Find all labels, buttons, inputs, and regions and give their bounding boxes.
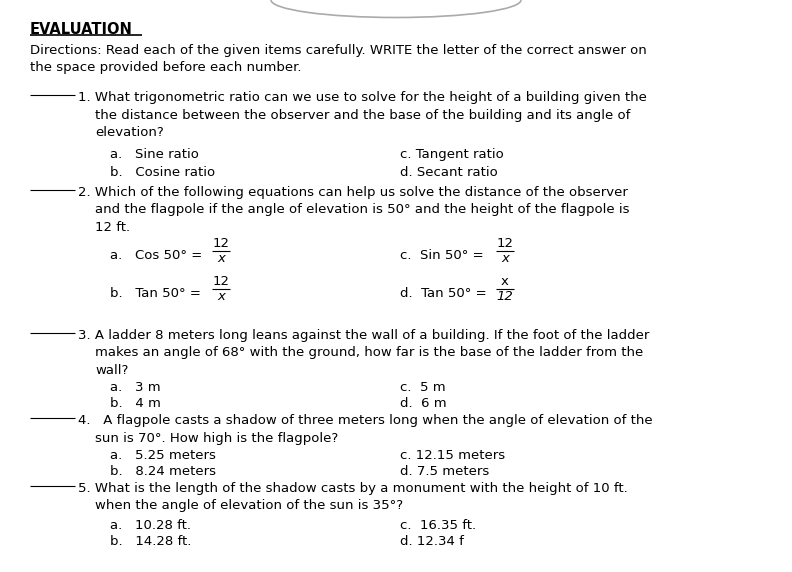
Text: 12 ft.: 12 ft. <box>95 221 130 234</box>
Text: a.   Sine ratio: a. Sine ratio <box>110 149 199 161</box>
Text: x: x <box>501 275 509 288</box>
Text: c. Tangent ratio: c. Tangent ratio <box>400 149 504 161</box>
Text: 12: 12 <box>497 237 513 250</box>
Text: b.   Tan 50° =: b. Tan 50° = <box>110 287 201 300</box>
Text: when the angle of elevation of the sun is 35°?: when the angle of elevation of the sun i… <box>95 499 403 513</box>
Text: d. 12.34 f: d. 12.34 f <box>400 535 464 549</box>
Text: 12: 12 <box>212 275 230 288</box>
Text: 12: 12 <box>212 237 230 250</box>
Text: d.  6 m: d. 6 m <box>400 398 447 411</box>
Text: 12: 12 <box>497 290 513 303</box>
Text: a.   3 m: a. 3 m <box>110 382 161 395</box>
Text: x: x <box>501 252 509 265</box>
Text: a.   Cos 50° =: a. Cos 50° = <box>110 249 202 262</box>
Text: the distance between the observer and the base of the building and its angle of: the distance between the observer and th… <box>95 109 630 122</box>
Text: c. 12.15 meters: c. 12.15 meters <box>400 450 505 463</box>
Text: c.  5 m: c. 5 m <box>400 382 446 395</box>
Text: d. 7.5 meters: d. 7.5 meters <box>400 466 489 479</box>
Text: makes an angle of 68° with the ground, how far is the base of the ladder from th: makes an angle of 68° with the ground, h… <box>95 347 643 359</box>
Text: c.  16.35 ft.: c. 16.35 ft. <box>400 519 476 533</box>
Text: Directions: Read each of the given items carefully. WRITE the letter of the corr: Directions: Read each of the given items… <box>30 44 647 57</box>
Text: d. Secant ratio: d. Secant ratio <box>400 166 497 179</box>
Text: b.   Cosine ratio: b. Cosine ratio <box>110 166 215 179</box>
Text: a.   5.25 meters: a. 5.25 meters <box>110 450 216 463</box>
Text: wall?: wall? <box>95 364 128 377</box>
Text: 1. What trigonometric ratio can we use to solve for the height of a building giv: 1. What trigonometric ratio can we use t… <box>78 92 647 105</box>
Text: 4.   A flagpole casts a shadow of three meters long when the angle of elevation : 4. A flagpole casts a shadow of three me… <box>78 415 653 427</box>
Text: 5. What is the length of the shadow casts by a monument with the height of 10 ft: 5. What is the length of the shadow cast… <box>78 482 628 495</box>
Text: d.  Tan 50° =: d. Tan 50° = <box>400 287 486 300</box>
Text: c.  Sin 50° =: c. Sin 50° = <box>400 249 484 262</box>
Text: EVALUATION: EVALUATION <box>30 22 133 37</box>
Text: x: x <box>217 252 225 265</box>
Text: b.   4 m: b. 4 m <box>110 398 161 411</box>
Text: sun is 70°. How high is the flagpole?: sun is 70°. How high is the flagpole? <box>95 432 338 445</box>
Text: b.   8.24 meters: b. 8.24 meters <box>110 466 216 479</box>
Text: a.   10.28 ft.: a. 10.28 ft. <box>110 519 191 533</box>
Text: b.   14.28 ft.: b. 14.28 ft. <box>110 535 192 549</box>
Text: and the flagpole if the angle of elevation is 50° and the height of the flagpole: and the flagpole if the angle of elevati… <box>95 204 630 216</box>
Text: elevation?: elevation? <box>95 126 164 140</box>
Text: 3. A ladder 8 meters long leans against the wall of a building. If the foot of t: 3. A ladder 8 meters long leans against … <box>78 329 649 342</box>
Text: 2. Which of the following equations can help us solve the distance of the observ: 2. Which of the following equations can … <box>78 186 628 199</box>
Text: x: x <box>217 290 225 303</box>
Text: the space provided before each number.: the space provided before each number. <box>30 62 302 74</box>
